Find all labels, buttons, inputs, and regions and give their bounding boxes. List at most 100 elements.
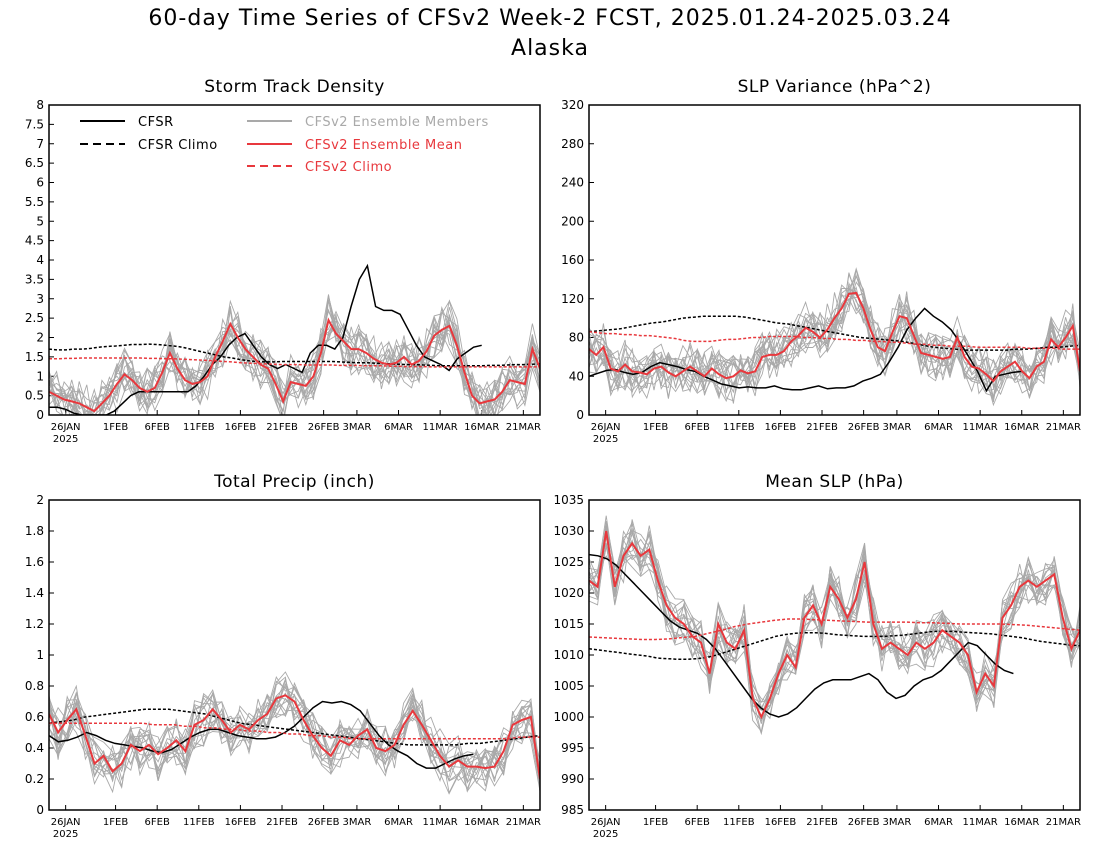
x-tick-label: 11MAR [963,422,998,433]
x-tick-label: 21MAR [1046,817,1081,828]
y-tick-label: 5.5 [25,195,44,209]
y-tick-label: 0.2 [25,772,44,786]
plot-area [589,515,1080,736]
y-tick-label: 3 [36,292,44,306]
cfsr-line [589,553,1014,718]
x-tick-label: 21FEB [806,422,838,433]
main-subtitle: Alaska [511,36,589,61]
y-tick-label: 1.6 [25,555,44,569]
y-tick-label: 985 [561,803,584,817]
ensemble-member-line [49,310,540,415]
x-tick-label: 11MAR [423,422,458,433]
cfsv2-climo-line [49,722,540,740]
main-title: 60-day Time Series of CFSv2 Week-2 FCST,… [148,6,952,31]
x-tick-label: 3MAR [343,817,372,828]
y-tick-label: 0 [36,408,44,422]
chart-title: Mean SLP (hPa) [765,472,904,492]
y-tick-label: 1020 [553,586,584,600]
legend-label: CFSv2 Ensemble Members [305,115,489,130]
x-tick-label: 6FEB [145,817,170,828]
x-tick-label: 26JAN [591,817,621,828]
ensemble-member-line [49,299,540,415]
ensemble-member-line [589,529,1080,703]
x-tick-label: 16FEB [765,817,797,828]
x-tick-label: 3MAR [883,422,912,433]
y-tick-label: 0.4 [25,741,44,755]
x-tick-label: 6FEB [145,422,170,433]
chart-title: Total Precip (inch) [213,472,375,492]
ensemble-member-line [49,681,540,787]
x-tick-label: 16MAR [1004,422,1039,433]
plot-area [589,267,1080,407]
y-tick-label: 160 [561,253,584,267]
ensemble-member-line [49,319,540,415]
y-tick-label: 1010 [553,648,584,662]
x-tick-label: 16FEB [225,422,257,433]
x-tick-label: 21FEB [806,817,838,828]
y-tick-label: 1025 [553,555,584,569]
plot-frame [588,499,1081,811]
x-tick-label: 1FEB [103,817,128,828]
ensemble-member-line [589,528,1080,711]
x-tick-label: 11MAR [423,817,458,828]
ensemble-member-line [589,520,1080,719]
ensemble-member-line [589,533,1080,712]
x-tick-label: 11FEB [723,422,755,433]
cfsr-line [49,263,482,415]
legend-label: CFSv2 Ensemble Mean [305,138,462,153]
y-tick-label: 40 [569,369,584,383]
cfsv2-climo-line [49,357,540,368]
ensemble-member-line [589,286,1080,403]
y-tick-label: 120 [561,292,584,306]
ensemble-member-line [589,539,1080,736]
plot-frame [48,104,541,416]
x-tick-label: 16FEB [225,817,257,828]
chart-panel-1: Storm Track Density 0 0.5 1 1.5 2 2.5 3 3.5 4 4.5 5… [25,77,541,445]
x-tick-label: 6FEB [685,422,710,433]
y-tick-label: 1005 [553,679,584,693]
y-tick-label: 990 [561,772,584,786]
y-tick-label: 1.8 [25,524,44,538]
y-tick-label: 7 [36,137,44,151]
y-tick-label: 8 [36,98,44,112]
y-tick-label: 80 [569,331,584,345]
ensemble-member-line [589,293,1080,394]
y-tick-label: 0.8 [25,679,44,693]
chart-title: Storm Track Density [204,77,385,97]
y-tick-label: 2 [36,493,44,507]
x-tick-label: 26FEB [308,422,340,433]
y-tick-label: 0.6 [25,710,44,724]
y-tick-label: 2 [36,331,44,345]
x-tick-label: 16MAR [1004,817,1039,828]
x-tick-label: 16MAR [464,817,499,828]
x-tick-label: 21FEB [266,422,298,433]
x-tick-label: 1FEB [103,422,128,433]
x-tick-label: 21MAR [506,422,541,433]
ensemble-member-line [49,676,540,795]
legend: CFSR CFSR Climo CFSv2 Ensemble Members CFSv… [80,115,489,175]
cfsr-line [49,700,474,769]
y-tick-label: 1 [36,648,44,662]
legend-label: CFSv2 Climo [305,160,392,175]
ensemble-member-line [49,309,540,415]
x-tick-label: 6MAR [384,817,413,828]
cfsr-climo-line [49,708,540,746]
y-tick-label: 1.4 [25,586,44,600]
x-year-label: 2025 [53,829,78,840]
y-tick-label: 1 [36,369,44,383]
x-tick-label: 11FEB [723,817,755,828]
x-tick-label: 3MAR [343,422,372,433]
x-tick-label: 3MAR [883,817,912,828]
ensemble-mean-line [589,291,1080,383]
x-tick-label: 6MAR [924,422,953,433]
x-tick-label: 16FEB [765,422,797,433]
ensemble-member-line [589,523,1080,733]
y-tick-label: 240 [561,176,584,190]
y-tick-label: 7.5 [25,117,44,131]
legend-label: CFSR Climo [138,138,218,153]
x-tick-label: 21FEB [266,817,298,828]
x-tick-label: 26FEB [308,817,340,828]
y-tick-label: 280 [561,137,584,151]
x-tick-label: 21MAR [1046,422,1081,433]
cfsr-climo-line [49,343,540,367]
